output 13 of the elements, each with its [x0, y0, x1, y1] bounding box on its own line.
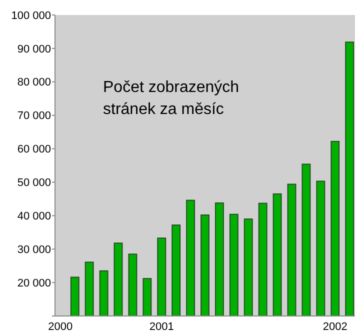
y-tick-label: 100 000	[11, 10, 51, 22]
x-tick-label: 2001	[149, 321, 174, 333]
y-tick-label: 70 000	[17, 110, 51, 122]
text: Počet zobrazených stránek za měsíc	[103, 79, 240, 118]
y-tick-label: 60 000	[17, 144, 51, 156]
y-tick-label: 20 000	[17, 277, 51, 290]
x-tick-label: 2002	[322, 321, 348, 333]
y-tick-label: 40 000	[17, 210, 51, 223]
y-tick-label: 30 000	[17, 244, 51, 256]
x-tick-label: 2000	[48, 321, 73, 333]
y-tick-label: 90 000	[17, 43, 51, 56]
y-tick-label: 50 000	[17, 177, 51, 190]
y-tick-label: 80 000	[17, 76, 51, 89]
